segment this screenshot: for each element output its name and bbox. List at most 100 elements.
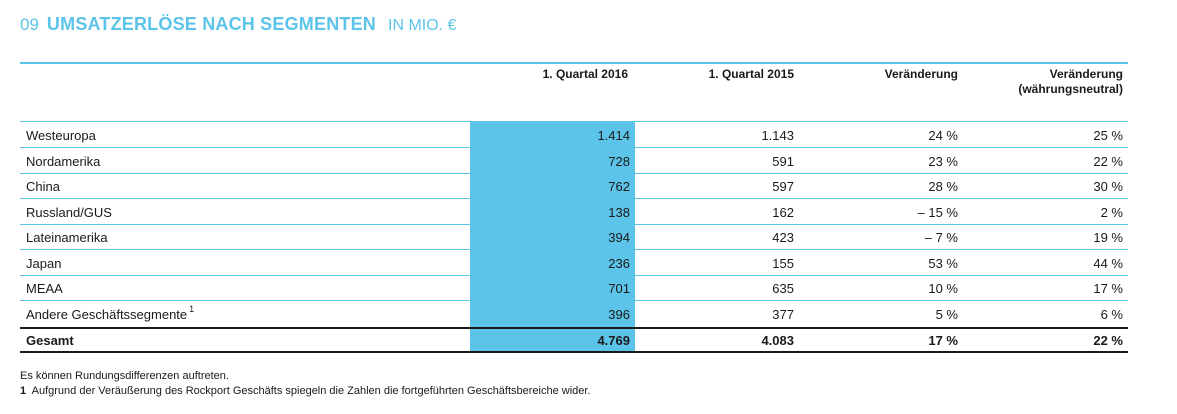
cell-change-currency-neutral: 2 % bbox=[965, 200, 1123, 224]
cell-q2015-text: 162 bbox=[772, 204, 794, 220]
cell-q2016-text: 1.414 bbox=[597, 128, 630, 143]
cell-q2016-text: 701 bbox=[608, 281, 630, 296]
cell-change: 10 % bbox=[800, 276, 958, 300]
cell-q2015-text: 597 bbox=[772, 179, 794, 194]
cell-q2016: 762 bbox=[470, 174, 630, 198]
row-label: China bbox=[26, 174, 60, 198]
row-label-text: MEAA bbox=[26, 281, 63, 296]
cell-change: 5 % bbox=[800, 302, 958, 327]
table-row: Andere Geschäftssegmente 1 396 377 5 % 6 % bbox=[20, 302, 1128, 327]
table-row: MEAA 701 635 10 % 17 % bbox=[20, 276, 1128, 301]
cell-q2015: 597 bbox=[635, 174, 794, 198]
cell-change: 28 % bbox=[800, 174, 958, 198]
row-label: Andere Geschäftssegmente 1 bbox=[26, 302, 194, 327]
row-label: MEAA bbox=[26, 276, 63, 300]
cell-q2015-text: 377 bbox=[772, 306, 794, 322]
total-row: Gesamt 4.769 4.083 17 % 22 % bbox=[20, 327, 1128, 353]
header-rule bbox=[20, 121, 1128, 122]
table-number: 09 bbox=[20, 15, 39, 34]
cell-q2015: 155 bbox=[635, 251, 794, 275]
row-label: Russland/GUS bbox=[26, 200, 112, 224]
total-change: 17 % bbox=[928, 333, 958, 348]
cell-q2015: 1.143 bbox=[635, 123, 794, 147]
cell-change-currency-neutral: 30 % bbox=[965, 174, 1123, 198]
row-label-text: Westeuropa bbox=[26, 128, 96, 143]
table-row: China 762 597 28 % 30 % bbox=[20, 174, 1128, 199]
cell-change-currency-neutral-text: 17 % bbox=[1093, 281, 1123, 296]
table-row: Nordamerika 728 591 23 % 22 % bbox=[20, 149, 1128, 174]
cell-change-currency-neutral: 17 % bbox=[965, 276, 1123, 300]
cell-q2016-text: 728 bbox=[608, 153, 630, 169]
total-label: Gesamt bbox=[26, 333, 74, 348]
cell-q2015: 377 bbox=[635, 302, 794, 327]
row-label: Lateinamerika bbox=[26, 225, 108, 249]
cell-q2016: 1.414 bbox=[470, 123, 630, 147]
cell-q2016-text: 236 bbox=[608, 255, 630, 271]
footnote-marker: 1 bbox=[20, 385, 27, 397]
cell-change-currency-neutral-text: 44 % bbox=[1093, 255, 1123, 271]
row-label-text: Japan bbox=[26, 255, 62, 271]
header-q2015: 1. Quartal 2015 bbox=[708, 67, 794, 81]
header-change: Veränderung bbox=[884, 67, 958, 81]
top-rule bbox=[20, 62, 1128, 64]
table-row: Westeuropa 1.414 1.143 24 % 25 % bbox=[20, 123, 1128, 148]
total-q2015: 4.083 bbox=[761, 333, 794, 348]
table-title: 09 UMSATZERLÖSE NACH SEGMENTEN IN MIO. € bbox=[20, 14, 456, 44]
total-q2016: 4.769 bbox=[597, 333, 630, 348]
cell-change-currency-neutral-text: 19 % bbox=[1093, 230, 1123, 245]
row-label: Japan bbox=[26, 251, 61, 275]
cell-q2016: 396 bbox=[470, 302, 630, 327]
cell-q2015-text: 1.143 bbox=[761, 128, 794, 143]
cell-change-text: – 15 % bbox=[917, 204, 958, 220]
cell-q2015-text: 423 bbox=[772, 230, 794, 245]
footnote-text: Aufgrund der Veräußerung des Rockport Ge… bbox=[31, 385, 591, 397]
cell-change-text: 28 % bbox=[928, 179, 958, 194]
cell-q2016: 236 bbox=[470, 251, 630, 275]
cell-q2016: 701 bbox=[470, 276, 630, 300]
cell-change-currency-neutral: 25 % bbox=[965, 123, 1123, 147]
cell-change-text: 53 % bbox=[928, 255, 958, 271]
cell-change-currency-neutral: 22 % bbox=[965, 149, 1123, 173]
cell-q2015: 162 bbox=[635, 200, 794, 224]
cell-change: – 7 % bbox=[800, 225, 958, 249]
cell-change-text: 23 % bbox=[928, 153, 958, 169]
cell-change-text: 24 % bbox=[928, 128, 958, 143]
table-row: Lateinamerika 394 423 – 7 % 19 % bbox=[20, 225, 1128, 250]
cell-change-currency-neutral: 44 % bbox=[965, 251, 1123, 275]
cell-change: 23 % bbox=[800, 149, 958, 173]
cell-q2016: 394 bbox=[470, 225, 630, 249]
cell-q2015: 635 bbox=[635, 276, 794, 300]
row-label: Westeuropa bbox=[26, 123, 96, 147]
cell-q2015-text: 635 bbox=[772, 281, 794, 296]
cell-change-currency-neutral: 19 % bbox=[965, 225, 1123, 249]
row-label-text: Lateinamerika bbox=[26, 230, 108, 245]
row-label-text: China bbox=[26, 179, 60, 194]
cell-change-currency-neutral-text: 30 % bbox=[1093, 179, 1123, 194]
cell-change: 24 % bbox=[800, 123, 958, 147]
cell-q2016-text: 394 bbox=[608, 230, 630, 245]
total-change-currency-neutral: 22 % bbox=[1093, 333, 1123, 348]
highlight-column-q2016 bbox=[470, 122, 635, 353]
table-notes: Es können Rundungsdifferenzen auftreten.… bbox=[20, 369, 591, 399]
header-q2016: 1. Quartal 2016 bbox=[542, 67, 628, 81]
header-change-currency-neutral: Veränderung (währungsneutral) bbox=[1018, 67, 1123, 96]
cell-q2016-text: 762 bbox=[608, 179, 630, 194]
footnote-reference: 1 bbox=[189, 303, 195, 314]
cell-q2016: 728 bbox=[470, 149, 630, 173]
cell-q2015: 591 bbox=[635, 149, 794, 173]
row-label-text: Russland/GUS bbox=[26, 204, 112, 220]
cell-change-text: 10 % bbox=[928, 281, 958, 296]
table-row: Japan 236 155 53 % 44 % bbox=[20, 251, 1128, 276]
cell-change-currency-neutral-text: 2 % bbox=[1100, 204, 1123, 220]
cell-change-currency-neutral-text: 22 % bbox=[1093, 153, 1123, 169]
row-label: Nordamerika bbox=[26, 149, 100, 173]
table-heading: UMSATZERLÖSE NACH SEGMENTEN bbox=[46, 14, 376, 34]
cell-q2015-text: 591 bbox=[772, 153, 794, 169]
row-label-text: Nordamerika bbox=[26, 153, 101, 169]
row-label-text: Andere Geschäftssegmente bbox=[26, 306, 188, 322]
cell-q2015: 423 bbox=[635, 225, 794, 249]
cell-change-currency-neutral: 6 % bbox=[965, 302, 1123, 327]
cell-change-currency-neutral-text: 25 % bbox=[1093, 128, 1123, 143]
cell-q2016-text: 138 bbox=[608, 204, 630, 220]
cell-change-currency-neutral-text: 6 % bbox=[1100, 306, 1123, 322]
